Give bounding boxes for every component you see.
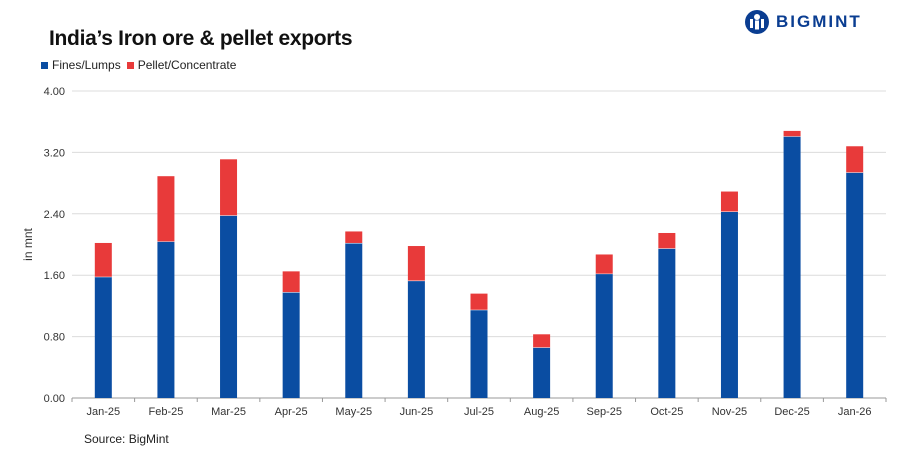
x-tick-label: Feb-25 [148,406,183,418]
y-tick-label: 1.60 [44,270,65,282]
bar-pellet [407,246,425,281]
x-tick-label: Jan-26 [838,406,872,418]
bar-fines [407,280,425,398]
bar-fines [470,309,488,398]
bar-fines [783,136,801,398]
x-tick-label: Nov-25 [712,406,747,418]
bar-fines [220,215,238,398]
x-tick-label: Apr-25 [275,406,308,418]
legend-item-fines: Fines/Lumps [41,58,121,72]
y-tick-label: 2.40 [44,209,65,221]
bar-pellet [94,242,112,277]
brand-name: BIGMINT [776,12,862,31]
x-tick-label: Dec-25 [774,406,809,418]
x-tick-label: Oct-25 [650,406,683,418]
chart-title: India’s Iron ore & pellet exports [49,27,353,50]
x-tick-label: Jun-25 [400,406,434,418]
bar-pellet [658,232,676,249]
bar-pellet [157,176,175,242]
bar-pellet [846,146,864,173]
bar-fines [94,276,112,398]
bar-pellet [783,130,801,137]
y-tick-label: 3.20 [44,147,65,159]
legend-label-pellet: Pellet/Concentrate [137,58,237,72]
chart-source: Source: BigMint [84,432,169,446]
bar-fines [846,172,864,398]
x-tick-label: Aug-25 [524,406,559,418]
y-tick-label: 4.00 [44,86,65,98]
bar-fines [658,248,676,398]
x-tick-label: May-25 [335,406,372,418]
legend-swatch-pellet [126,61,134,69]
bar-fines [595,273,613,398]
x-tick-label: Mar-25 [211,406,246,418]
bar-pellet [595,254,613,274]
x-tick-label: Sep-25 [586,406,621,418]
legend-item-pellet: Pellet/Concentrate [126,58,237,72]
brand-logo: BIGMINT [744,9,862,35]
x-tick-label: Jul-25 [464,406,494,418]
bar-fines [345,242,363,398]
bar-fines [282,292,300,398]
bar-fines [157,241,175,398]
bar-pellet [720,191,738,212]
bar-pellet [282,271,300,293]
legend-swatch-fines [41,61,48,69]
x-tick-label: Jan-25 [86,406,120,418]
bar-fines [720,211,738,398]
y-axis-label: in mnt [21,228,35,261]
bar-pellet [345,231,363,243]
chart-legend: Fines/Lumps Pellet/Concentrate [41,58,242,72]
legend-label-fines: Fines/Lumps [52,58,121,72]
bigmint-logo-icon [745,10,769,34]
bar-fines [533,347,551,398]
bar-pellet [220,159,238,216]
y-tick-label: 0.80 [44,332,65,344]
bar-pellet [470,293,488,310]
y-tick-label: 0.00 [44,393,65,405]
bar-pellet [533,334,551,348]
